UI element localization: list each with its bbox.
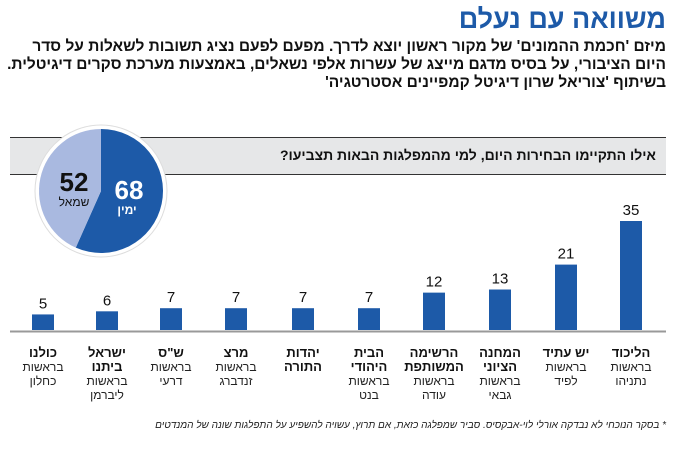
bar-value-label: 7 (299, 289, 307, 306)
bar-value-label: 12 (426, 274, 443, 291)
bar (32, 314, 54, 330)
party-name: המחנה הציוני (479, 345, 521, 374)
pie-slice (75, 129, 163, 253)
bar (489, 289, 511, 330)
party-label: הבית היהודי בראשות בנט (338, 345, 400, 403)
party-leader: בראשות דרעי (150, 360, 192, 388)
party-name: כולנו (28, 345, 58, 360)
party-label: ש"ס בראשות דרעי (140, 345, 202, 389)
bar-value-label: 7 (232, 289, 240, 306)
bar (620, 221, 642, 330)
party-leader: בראשות כחלון (22, 360, 64, 388)
bar (358, 308, 380, 330)
subtitle: מיזם 'חכמת ההמונים' של מקור ראשון יוצא ל… (7, 38, 666, 91)
party-name: הרשימה המשותפת (404, 345, 464, 374)
bar (555, 264, 577, 330)
pie-value-right: 68 (115, 175, 144, 205)
party-name: יהדות התורה (284, 345, 322, 374)
bar (96, 311, 118, 330)
bar-value-label: 35 (623, 202, 640, 219)
page-title: משוואה עם נעלם (458, 4, 666, 34)
party-label: ישראל ביתנו בראשות ליברמן (76, 345, 138, 403)
party-leader: בראשות עודה (413, 374, 455, 402)
bar-value-label: 6 (103, 292, 111, 309)
party-leader: בראשות זנדברג (215, 360, 257, 388)
party-name: הבית היהודי (350, 345, 388, 374)
bar (423, 292, 445, 330)
party-name: מרצ (223, 345, 249, 360)
party-leader: בראשות לפיד (545, 360, 587, 388)
pie-label-right: ימין (117, 203, 136, 217)
party-name: הליכוד (611, 345, 651, 360)
bar-value-label: 5 (39, 295, 47, 312)
party-leader: בראשות בנט (348, 374, 390, 402)
bar-value-label: 7 (167, 289, 175, 306)
bar-value-label: 7 (365, 289, 373, 306)
party-label: כולנו בראשות כחלון (12, 345, 74, 389)
party-leader: בראשות גבאי (479, 374, 521, 402)
bar (292, 308, 314, 330)
party-label: הליכוד בראשות נתניהו (600, 345, 662, 389)
bar-value-label: 13 (492, 271, 509, 288)
party-label: המחנה הציוני בראשות גבאי (469, 345, 531, 403)
pie-label-left: שמאל (59, 195, 90, 209)
party-name: ש"ס (158, 345, 184, 360)
party-label: הרשימה המשותפת בראשות עודה (403, 345, 465, 403)
party-name: יש עתיד (542, 345, 590, 360)
bar-value-label: 21 (558, 246, 575, 263)
party-leader: בראשות ליברמן (86, 374, 128, 402)
pie-slice (39, 129, 101, 248)
party-label: יש עתיד בראשות לפיד (535, 345, 597, 389)
party-label: יהדות התורה (272, 346, 334, 374)
party-leader: בראשות נתניהו (610, 360, 652, 388)
footnote: * בסקר הנוכחי לא נבדקה אורלי לוי-אבקסיס.… (155, 420, 666, 431)
pie-value-left: 52 (60, 167, 89, 197)
bar (160, 308, 182, 330)
chart-title: אילו התקיימו הבחירות היום, למי מהמפלגות … (279, 147, 656, 163)
bar (225, 308, 247, 330)
party-label: מרצ בראשות זנדברג (205, 345, 267, 389)
party-name: ישראל ביתנו (88, 345, 126, 374)
